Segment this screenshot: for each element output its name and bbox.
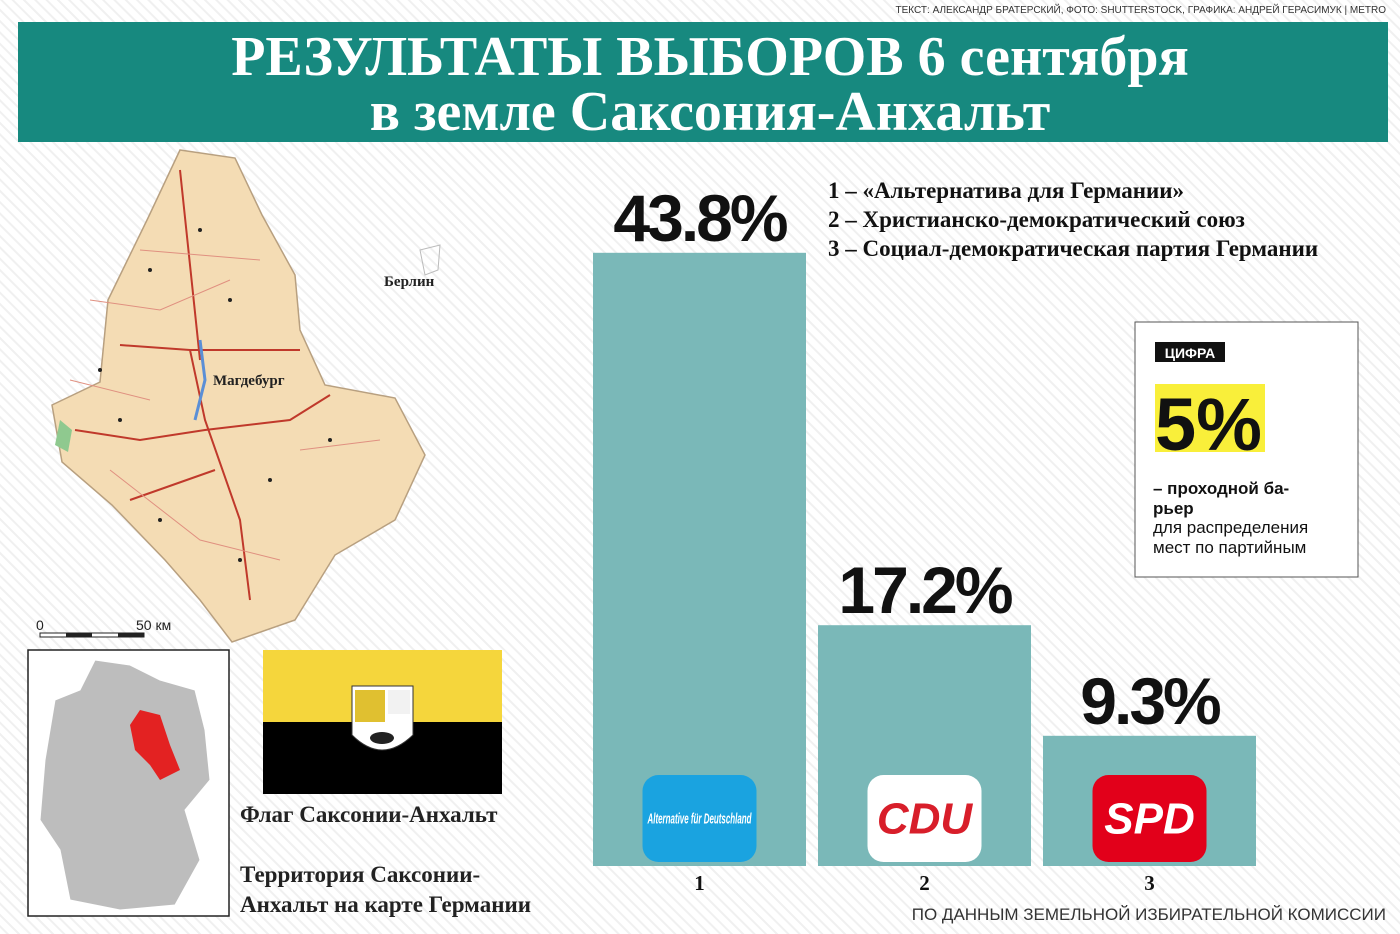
fact-text: рьер (1153, 499, 1194, 518)
fact-text: мест по партийным (1153, 538, 1306, 557)
party-logo-text: CDU (877, 794, 974, 843)
germany-inset (27, 649, 230, 917)
flag (263, 650, 502, 794)
x-tick-label: 3 (1144, 871, 1155, 895)
fact-tag: ЦИФРА (1165, 345, 1215, 361)
source: ПО ДАННЫМ ЗЕМЕЛЬНОЙ ИЗБИРАТЕЛЬНОЙ КОМИСС… (912, 905, 1386, 924)
bar (593, 252, 806, 867)
party-logo-text: Alternative für Deutschland (647, 810, 752, 827)
scale-label: 50 км (136, 617, 171, 633)
credits: ТЕКСТ: АЛЕКСАНДР БРАТЕРСКИЙ, ФОТО: SHUTT… (896, 3, 1387, 16)
value-label: 9.3% (1080, 664, 1220, 738)
legend: 1 – «Альтернатива для Германии» 2 – Христ… (828, 178, 1318, 261)
title: в земле Саксония-Анхальт (370, 81, 1051, 143)
value-label: 17.2% (838, 553, 1011, 627)
legend-item: 2 – Христианско-демократический союз (828, 207, 1245, 232)
fact-text: для распределения (1153, 518, 1308, 537)
bar-chart: 43.8% 1 Alternative für Deutschland 17.2% 2 C… (593, 181, 1256, 895)
fact-text: – проходной ба- (1153, 479, 1289, 498)
flag-caption: Флаг Саксонии-Анхальт (240, 802, 498, 827)
value-label: 43.8% (613, 181, 786, 255)
legend-item: 3 – Социал-демократическая партия Герман… (828, 236, 1318, 261)
legend-item: 1 – «Альтернатива для Германии» (828, 178, 1184, 203)
party-logo (1092, 775, 1207, 862)
territory-caption: Анхальт на карте Германии (240, 892, 531, 917)
region-map: Берлин Магдебург 0 50 км (36, 149, 441, 643)
x-tick-label: 2 (919, 871, 930, 895)
x-tick-label: 1 (694, 871, 705, 895)
scale-label: 0 (36, 617, 44, 633)
title-band (18, 22, 1388, 142)
party-logo (867, 775, 982, 862)
territory-caption: Территория Саксонии- (240, 862, 480, 887)
city-label: Магдебург (213, 373, 285, 389)
party-logo (642, 775, 757, 862)
fact-figure: 5% (1155, 383, 1262, 466)
city-label: Берлин (384, 274, 435, 290)
fact-box: ЦИФРА 5% – проходной ба- рьер для распре… (1134, 321, 1359, 578)
title: РЕЗУЛЬТАТЫ ВЫБОРОВ 6 сентября (231, 26, 1189, 88)
party-logo-text: SPD (1104, 794, 1194, 843)
